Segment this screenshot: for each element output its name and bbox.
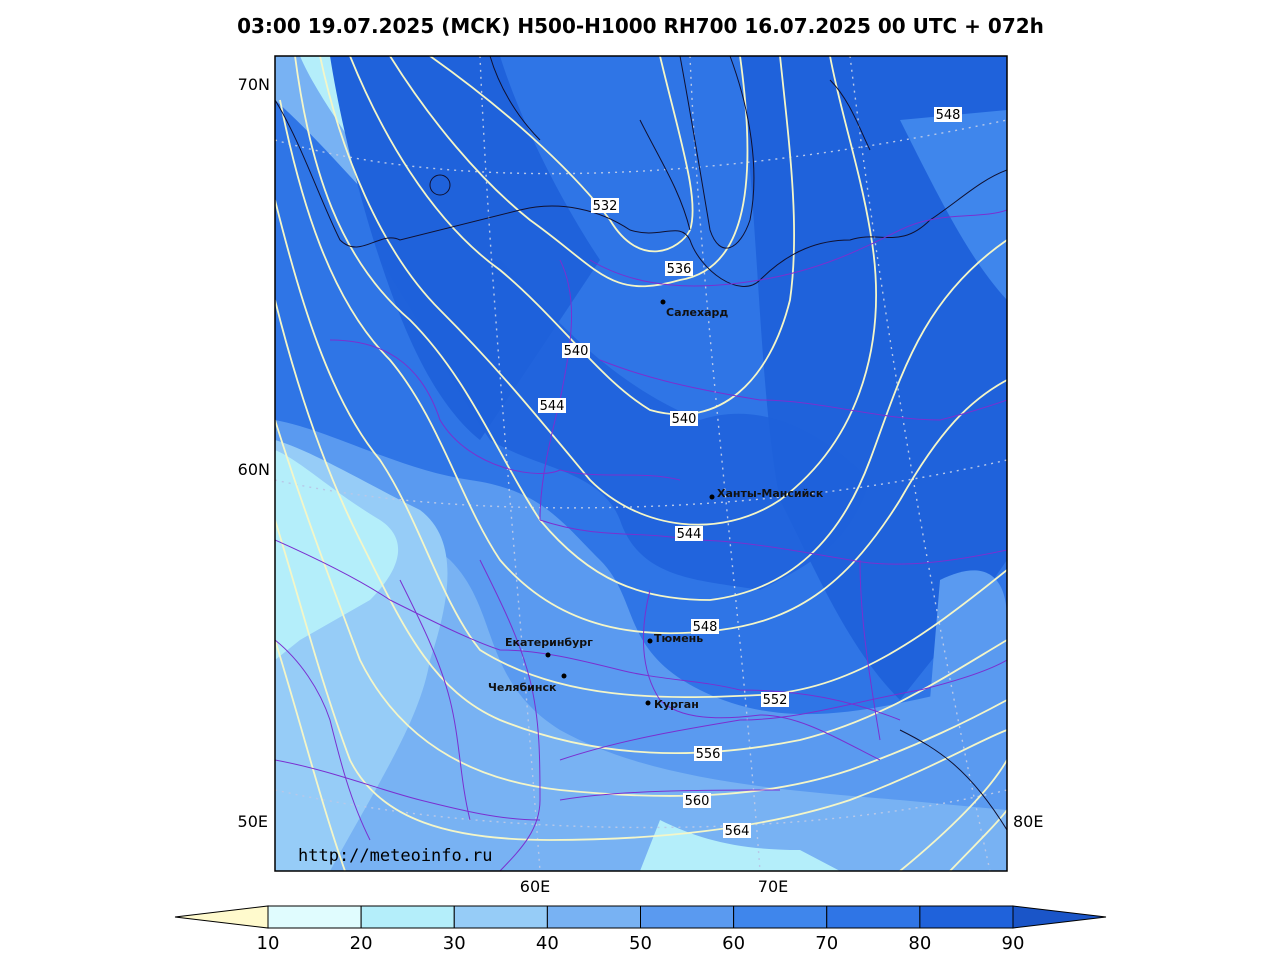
- svg-text:544: 544: [677, 527, 702, 542]
- svg-text:536: 536: [667, 262, 692, 277]
- contour-label: 540: [562, 343, 590, 359]
- contour-label: 544: [538, 398, 566, 414]
- lon-label-70e: 70E: [758, 877, 788, 896]
- svg-text:Салехард: Салехард: [666, 306, 728, 319]
- city-markers: Салехард Ханты-Мансийск Екатеринбург Тюм…: [488, 299, 824, 711]
- lat-label-60n: 60N: [238, 460, 270, 479]
- svg-text:Тюмень: Тюмень: [654, 632, 703, 645]
- map-title: 03:00 19.07.2025 (МСК) H500-H1000 RH700 …: [237, 14, 1044, 38]
- contour-label: 564: [723, 823, 751, 839]
- colorbar-segment: [453, 905, 548, 929]
- colorbar-segment: [919, 905, 1014, 929]
- svg-text:540: 540: [564, 344, 589, 359]
- colorbar-tick-label: 50: [629, 933, 652, 954]
- city-kurgan: Курган: [645, 698, 699, 711]
- svg-text:Екатеринбург: Екатеринбург: [505, 636, 593, 649]
- city-chelyabinsk: Челябинск: [488, 673, 567, 694]
- svg-text:560: 560: [685, 794, 710, 809]
- colorbar-tick-label: 70: [815, 933, 838, 954]
- colorbar-tick-label: 90: [1002, 933, 1025, 954]
- lon-label-80e: 80E: [1013, 812, 1043, 831]
- svg-text:532: 532: [593, 199, 618, 214]
- contour-label: 548: [691, 619, 719, 635]
- colorbar-segment: [267, 905, 362, 929]
- colorbar-extend-low: [174, 905, 269, 929]
- svg-text:Ханты-Мансийск: Ханты-Мансийск: [717, 487, 824, 500]
- svg-text:552: 552: [763, 693, 788, 708]
- coastlines: [275, 56, 1007, 831]
- rh700-field: [275, 56, 1007, 871]
- watermark-url: http://meteoinfo.ru: [298, 846, 492, 866]
- colorbar-tick-label: 80: [908, 933, 931, 954]
- region-borders: [275, 209, 1007, 871]
- map-frame: [274, 55, 1008, 872]
- svg-text:544: 544: [540, 399, 565, 414]
- svg-text:Челябинск: Челябинск: [488, 681, 557, 694]
- city-tyumen: Тюмень: [647, 632, 703, 645]
- contour-label: 556: [694, 746, 722, 762]
- geopotential-contours: [275, 56, 1007, 871]
- contour-label: 536: [665, 261, 693, 277]
- lon-label-60e: 60E: [520, 877, 550, 896]
- svg-text:540: 540: [672, 412, 697, 427]
- colorbar-segment: [360, 905, 455, 929]
- contour-label: 540: [670, 411, 698, 427]
- colorbar-tick-label: 30: [443, 933, 466, 954]
- colorbar-segment: [733, 905, 828, 929]
- colorbar-extend-high: [1012, 905, 1107, 929]
- colorbar-segment: [826, 905, 921, 929]
- colorbar-tick-label: 20: [350, 933, 373, 954]
- colorbar-segment: [640, 905, 735, 929]
- svg-text:564: 564: [725, 824, 750, 839]
- contour-label: 552: [761, 692, 789, 708]
- lat-label-70n: 70N: [238, 75, 270, 94]
- svg-text:548: 548: [693, 620, 718, 635]
- graticule: [275, 56, 1007, 871]
- city-yekaterinburg: Екатеринбург: [505, 636, 593, 658]
- colorbar-tick-label: 10: [257, 933, 280, 954]
- contour-label: 544: [675, 526, 703, 542]
- city-salekhard: Салехард: [660, 299, 728, 319]
- colorbar-segment: [546, 905, 641, 929]
- contour-label: 532: [591, 198, 619, 214]
- city-khanty-mansiysk: Ханты-Мансийск: [709, 487, 824, 500]
- svg-text:556: 556: [696, 747, 721, 762]
- contour-label: 560: [683, 793, 711, 809]
- colorbar-tick-label: 60: [722, 933, 745, 954]
- contour-label: 548: [934, 107, 962, 123]
- colorbar: 10 20 30 40 50 60 70 80 90: [174, 905, 1107, 954]
- contour-labels: 532 536 540 540 544 544 548 548 552 556 …: [538, 107, 962, 839]
- svg-text:Курган: Курган: [654, 698, 699, 711]
- svg-text:548: 548: [936, 108, 961, 123]
- lat-label-50e: 50E: [238, 812, 268, 831]
- colorbar-tick-label: 40: [536, 933, 559, 954]
